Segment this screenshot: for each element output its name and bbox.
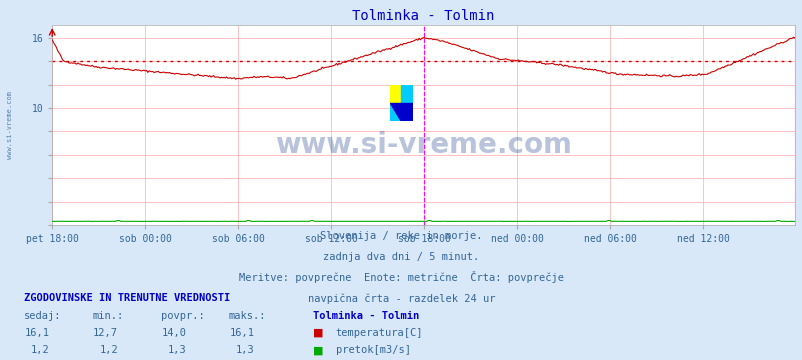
Text: zadnja dva dni / 5 minut.: zadnja dva dni / 5 minut. [323,252,479,262]
Text: maks.:: maks.: [229,311,266,321]
Text: sedaj:: sedaj: [24,311,62,321]
Bar [390,85,401,103]
Polygon shape [390,103,401,121]
Text: min.:: min.: [92,311,124,321]
Bar [401,85,412,103]
Text: 12,7: 12,7 [93,328,118,338]
Text: 16,1: 16,1 [229,328,254,338]
Text: www.si-vreme.com: www.si-vreme.com [6,91,13,159]
Text: Slovenija / reke in morje.: Slovenija / reke in morje. [320,231,482,242]
Text: 1,3: 1,3 [236,345,254,355]
Text: 1,3: 1,3 [168,345,186,355]
Text: 1,2: 1,2 [31,345,50,355]
Text: ■: ■ [313,328,323,338]
Text: 14,0: 14,0 [161,328,186,338]
Text: povpr.:: povpr.: [160,311,204,321]
Text: pretok[m3/s]: pretok[m3/s] [335,345,410,355]
Text: ■: ■ [313,345,323,355]
Text: 1,2: 1,2 [99,345,118,355]
Title: Tolminka - Tolmin: Tolminka - Tolmin [352,9,494,23]
Text: 16,1: 16,1 [25,328,50,338]
Text: temperatura[C]: temperatura[C] [335,328,423,338]
Bar [401,103,412,121]
Text: ZGODOVINSKE IN TRENUTNE VREDNOSTI: ZGODOVINSKE IN TRENUTNE VREDNOSTI [24,293,230,303]
Text: Meritve: povprečne  Enote: metrične  Črta: povprečje: Meritve: povprečne Enote: metrične Črta:… [239,271,563,283]
Polygon shape [390,103,401,121]
Text: navpična črta - razdelek 24 ur: navpična črta - razdelek 24 ur [307,293,495,304]
Text: www.si-vreme.com: www.si-vreme.com [275,131,571,159]
Text: Tolminka - Tolmin: Tolminka - Tolmin [313,311,419,321]
